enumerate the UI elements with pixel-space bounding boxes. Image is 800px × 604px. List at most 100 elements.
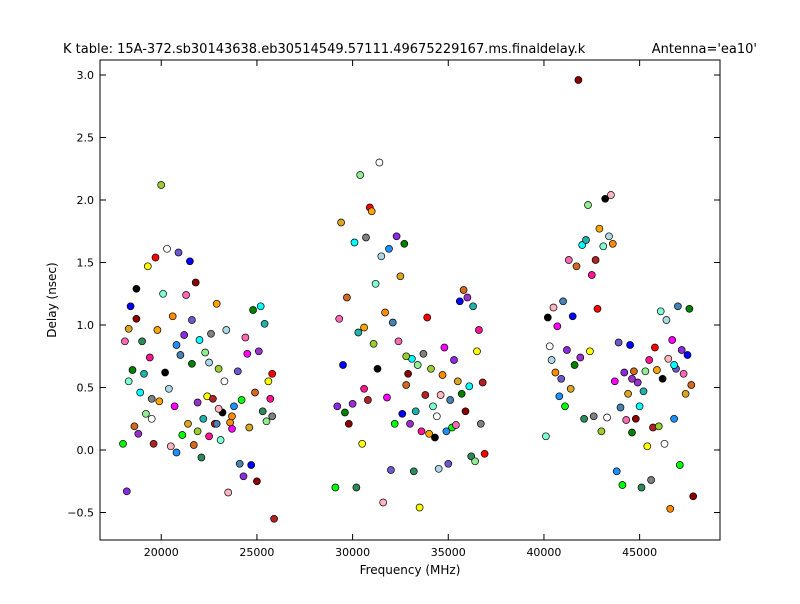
data-point xyxy=(362,233,370,242)
data-point xyxy=(564,256,573,264)
data-point xyxy=(385,244,393,253)
x-tick-label: 30000 xyxy=(335,546,370,559)
data-point xyxy=(685,304,694,313)
data-point xyxy=(172,448,181,457)
data-point xyxy=(475,326,483,334)
data-point xyxy=(149,439,158,448)
data-point xyxy=(191,278,200,287)
data-point xyxy=(153,326,162,334)
data-point xyxy=(377,252,386,261)
data-point xyxy=(620,368,629,377)
data-point xyxy=(603,413,611,422)
y-tick-label: 2.0 xyxy=(77,194,95,207)
data-point xyxy=(434,464,443,473)
data-point xyxy=(440,343,449,352)
data-point xyxy=(350,238,359,247)
data-point xyxy=(180,331,189,339)
data-point xyxy=(444,459,453,468)
data-point xyxy=(563,346,571,354)
data-point xyxy=(189,441,198,449)
data-point xyxy=(551,368,560,377)
data-point xyxy=(214,364,223,373)
plot-frame xyxy=(99,59,721,541)
y-tick-label: 1.5 xyxy=(77,257,95,270)
data-point xyxy=(205,358,213,367)
data-point xyxy=(348,399,357,408)
data-point xyxy=(668,336,677,344)
data-point xyxy=(214,404,223,413)
data-point xyxy=(626,341,634,349)
data-point xyxy=(147,414,156,423)
data-point xyxy=(429,402,437,411)
data-point xyxy=(643,442,652,451)
data-point xyxy=(256,302,265,311)
data-point xyxy=(212,419,221,428)
y-tick-label: 0.0 xyxy=(77,444,95,457)
data-point xyxy=(343,293,351,302)
data-point xyxy=(233,367,242,376)
data-point xyxy=(580,414,588,423)
data-point xyxy=(375,158,384,167)
data-point xyxy=(371,279,380,288)
data-point xyxy=(455,297,464,306)
data-point xyxy=(473,347,481,356)
data-point xyxy=(402,352,411,361)
data-point xyxy=(404,369,412,378)
data-point xyxy=(681,389,690,398)
data-point xyxy=(245,423,254,432)
x-tick-label: 40000 xyxy=(526,546,561,559)
data-point xyxy=(467,452,476,461)
data-point xyxy=(431,433,439,442)
data-point xyxy=(628,428,636,437)
data-point xyxy=(266,394,275,403)
data-point xyxy=(413,361,422,369)
data-point xyxy=(193,398,202,407)
data-point xyxy=(270,514,278,523)
data-point xyxy=(624,389,632,398)
data-point xyxy=(476,419,485,428)
data-point xyxy=(471,457,479,466)
data-point xyxy=(122,487,131,496)
data-point xyxy=(142,409,150,418)
data-point xyxy=(557,374,566,383)
data-point xyxy=(251,388,259,397)
x-tick-label: 20000 xyxy=(144,546,179,559)
data-point xyxy=(331,483,340,492)
data-point xyxy=(442,427,451,436)
data-point xyxy=(390,419,399,428)
data-point xyxy=(155,397,164,406)
data-point xyxy=(469,302,477,311)
data-point xyxy=(417,427,426,436)
data-point xyxy=(450,356,458,364)
data-point xyxy=(610,377,619,386)
y-tick-label: 0.5 xyxy=(77,382,95,395)
data-point xyxy=(388,318,397,327)
data-point xyxy=(373,364,382,373)
data-point xyxy=(637,483,646,492)
data-point xyxy=(201,348,210,357)
data-point xyxy=(124,324,133,333)
data-point xyxy=(333,402,342,411)
data-point xyxy=(599,242,608,251)
data-point xyxy=(260,319,269,328)
data-point xyxy=(656,307,665,316)
data-point xyxy=(651,343,659,352)
data-point xyxy=(337,218,345,227)
data-point xyxy=(230,402,238,411)
data-point xyxy=(423,313,432,322)
data-point xyxy=(262,417,271,426)
data-point xyxy=(222,326,231,334)
data-point xyxy=(143,262,152,271)
data-point xyxy=(356,171,365,179)
data-point xyxy=(605,232,613,241)
data-point xyxy=(339,361,347,369)
data-point xyxy=(653,366,661,374)
data-point xyxy=(140,369,148,378)
x-tick-label: 45000 xyxy=(622,546,657,559)
data-point xyxy=(398,409,407,418)
chart-title: K table: 15A-372.sb30143638.eb30514549.5… xyxy=(63,42,586,57)
data-point xyxy=(542,432,550,441)
data-point xyxy=(607,191,615,199)
data-point xyxy=(421,391,430,399)
data-point xyxy=(132,284,141,293)
